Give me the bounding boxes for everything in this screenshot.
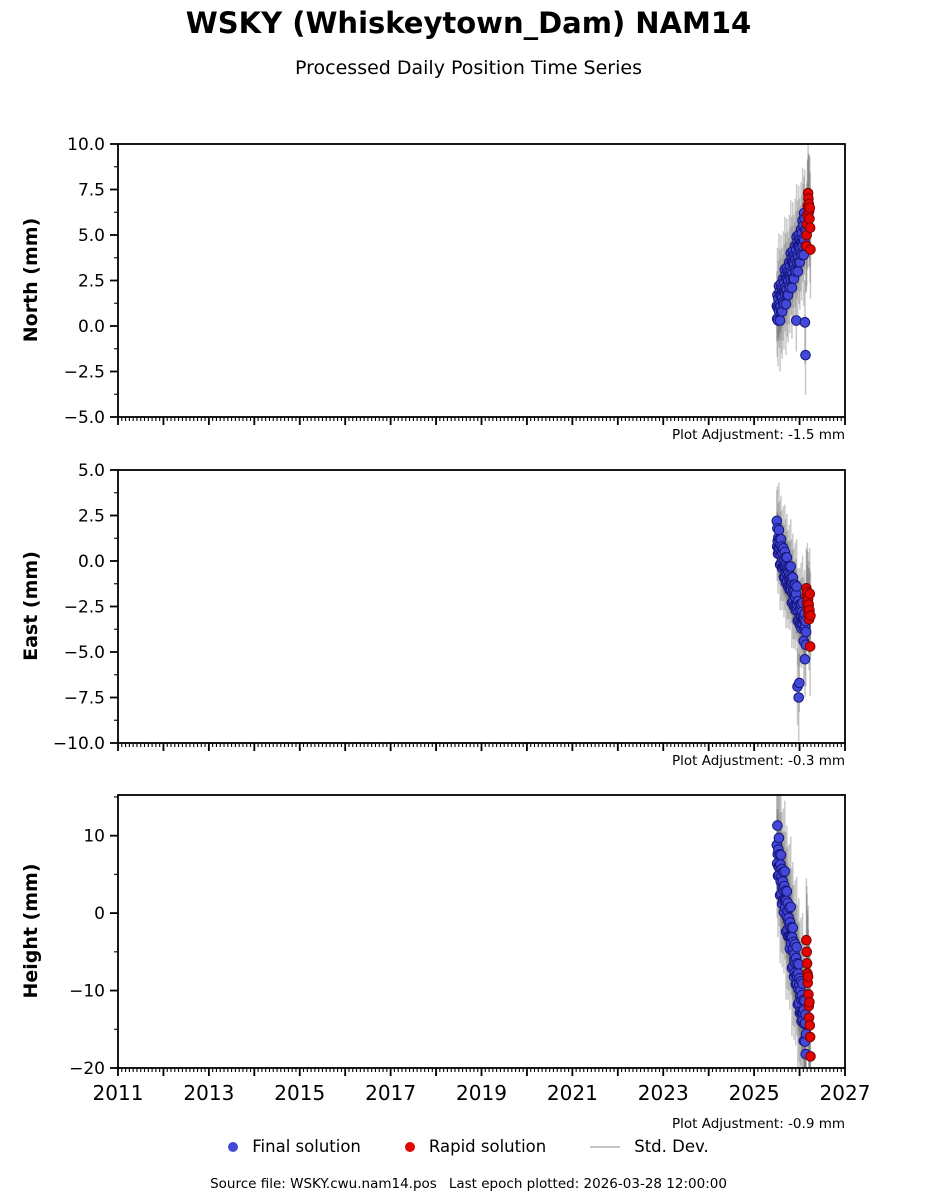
svg-text:2019: 2019 xyxy=(456,1081,507,1105)
svg-text:−20: −20 xyxy=(69,1059,105,1079)
svg-text:2021: 2021 xyxy=(547,1081,598,1105)
svg-text:2.5: 2.5 xyxy=(78,506,105,526)
svg-text:2023: 2023 xyxy=(638,1081,689,1105)
svg-text:10.0: 10.0 xyxy=(67,135,105,155)
svg-text:10: 10 xyxy=(83,827,105,847)
north-plot-adjustment: Plot Adjustment: -1.5 mm xyxy=(671,427,845,443)
svg-text:5.0: 5.0 xyxy=(78,461,105,481)
svg-text:5.0: 5.0 xyxy=(78,226,105,246)
rapid-solution-marker-icon xyxy=(404,1141,415,1152)
page-subtitle: Processed Daily Position Time Series xyxy=(295,57,642,79)
svg-text:−2.5: −2.5 xyxy=(64,597,105,617)
svg-text:2013: 2013 xyxy=(183,1081,234,1105)
legend-final-label: Final solution xyxy=(252,1137,361,1156)
final-solution-marker-icon xyxy=(228,1141,239,1152)
page-title: WSKY (Whiskeytown_Dam) NAM14 xyxy=(185,6,752,40)
last-epoch-text: Last epoch plotted: 2026-03-28 12:00:00 xyxy=(448,1176,727,1192)
footer: Source file: WSKY.cwu.nam14.pos Last epo… xyxy=(0,1176,937,1192)
svg-text:2025: 2025 xyxy=(729,1081,780,1105)
legend: Final solution Rapid solution Std. Dev. xyxy=(0,1137,937,1156)
legend-rapid-label: Rapid solution xyxy=(428,1137,547,1156)
svg-text:−10.0: −10.0 xyxy=(53,734,105,754)
svg-text:2.5: 2.5 xyxy=(78,271,105,291)
legend-item-final: Final solution xyxy=(228,1137,361,1156)
east-plot-adjustment: Plot Adjustment: -0.3 mm xyxy=(671,753,845,769)
svg-text:−10: −10 xyxy=(69,982,105,1002)
std-dev-line-icon xyxy=(590,1145,621,1148)
svg-text:0: 0 xyxy=(94,904,105,924)
source-file-text: Source file: WSKY.cwu.nam14.pos xyxy=(210,1176,437,1192)
svg-text:2015: 2015 xyxy=(274,1081,325,1105)
svg-text:2017: 2017 xyxy=(365,1081,416,1105)
svg-text:0.0: 0.0 xyxy=(78,317,105,337)
svg-text:−5.0: −5.0 xyxy=(64,643,105,663)
legend-item-rapid: Rapid solution xyxy=(404,1137,547,1156)
svg-text:−5.0: −5.0 xyxy=(64,408,105,428)
svg-text:2027: 2027 xyxy=(820,1081,871,1105)
height-plot-adjustment: Plot Adjustment: -0.9 mm xyxy=(671,1116,845,1132)
svg-text:−2.5: −2.5 xyxy=(64,362,105,382)
legend-item-stddev: Std. Dev. xyxy=(590,1137,709,1156)
legend-stddev-label: Std. Dev. xyxy=(634,1137,709,1156)
svg-text:7.5: 7.5 xyxy=(78,180,105,200)
svg-text:2011: 2011 xyxy=(93,1081,144,1105)
svg-text:−7.5: −7.5 xyxy=(64,688,105,708)
svg-text:0.0: 0.0 xyxy=(78,552,105,572)
